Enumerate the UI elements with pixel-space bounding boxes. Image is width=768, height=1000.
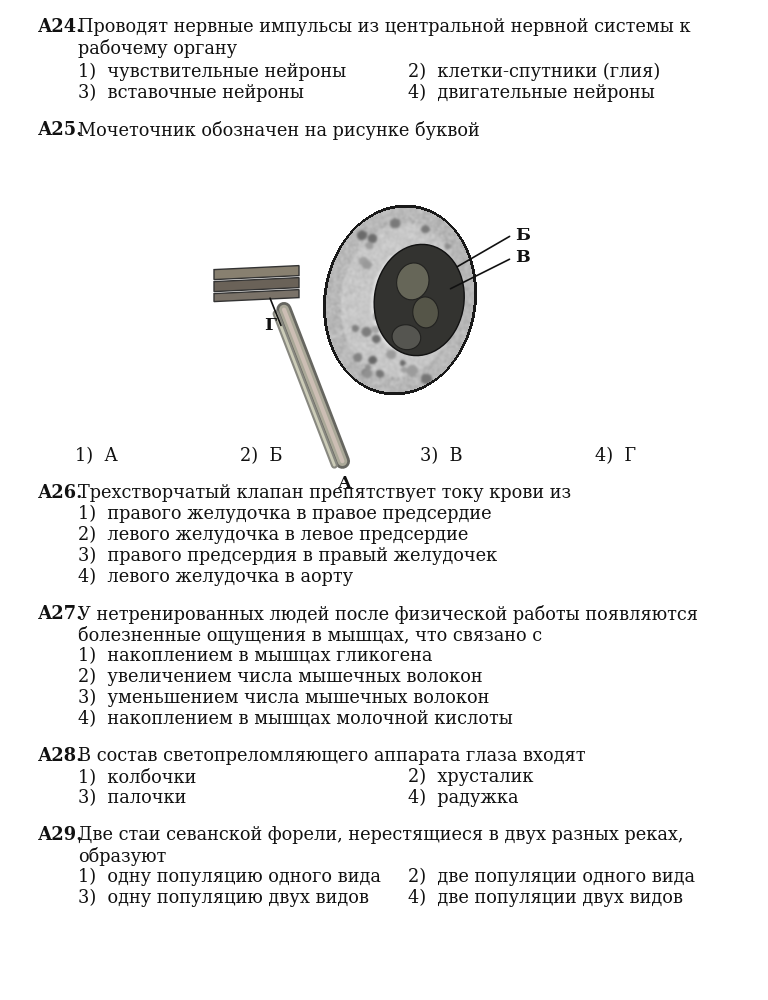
Text: 1)  колбочки: 1) колбочки (78, 768, 197, 786)
Text: 4)  накоплением в мышцах молочной кислоты: 4) накоплением в мышцах молочной кислоты (78, 710, 513, 728)
Text: В состав светопреломляющего аппарата глаза входят: В состав светопреломляющего аппарата гла… (78, 747, 585, 765)
Text: 1)  правого желудочка в правое предсердие: 1) правого желудочка в правое предсердие (78, 505, 492, 523)
Text: Г: Г (264, 318, 276, 334)
Text: образуют: образуют (78, 847, 166, 866)
Text: А26.: А26. (38, 484, 84, 502)
Text: 3)  уменьшением числа мышечных волокон: 3) уменьшением числа мышечных волокон (78, 689, 489, 707)
Text: 2)  увеличением числа мышечных волокон: 2) увеличением числа мышечных волокон (78, 668, 482, 686)
Polygon shape (214, 290, 299, 302)
Text: 3)  правого предсердия в правый желудочек: 3) правого предсердия в правый желудочек (78, 547, 497, 565)
Text: 1)  накоплением в мышцах гликогена: 1) накоплением в мышцах гликогена (78, 647, 432, 665)
Text: А24.: А24. (38, 18, 84, 36)
Text: А: А (337, 475, 352, 492)
Text: Проводят нервные импульсы из центральной нервной системы к: Проводят нервные импульсы из центральной… (78, 18, 690, 36)
Text: 2)  Б: 2) Б (240, 447, 283, 465)
Text: 4)  Г: 4) Г (595, 447, 636, 465)
Polygon shape (214, 266, 299, 280)
Text: В: В (515, 249, 530, 266)
Text: 3)  В: 3) В (420, 447, 462, 465)
Ellipse shape (396, 263, 429, 300)
Text: 2)  хрусталик: 2) хрусталик (408, 768, 534, 786)
Text: А25.: А25. (38, 121, 84, 139)
Text: 4)  радужка: 4) радужка (408, 789, 518, 807)
Ellipse shape (412, 297, 439, 328)
Text: 3)  одну популяцию двух видов: 3) одну популяцию двух видов (78, 889, 369, 907)
Text: 4)  две популяции двух видов: 4) две популяции двух видов (408, 889, 683, 907)
Text: Две стаи севанской форели, нерестящиеся в двух разных реках,: Две стаи севанской форели, нерестящиеся … (78, 826, 684, 844)
Text: 4)  двигательные нейроны: 4) двигательные нейроны (408, 84, 655, 102)
Polygon shape (214, 278, 299, 292)
Text: Трехстворчатый клапан препятствует току крови из: Трехстворчатый клапан препятствует току … (78, 484, 571, 502)
Text: 3)  вставочные нейроны: 3) вставочные нейроны (78, 84, 304, 102)
Text: рабочему органу: рабочему органу (78, 39, 237, 58)
Text: А29.: А29. (38, 826, 84, 844)
Text: Б: Б (515, 227, 530, 243)
Ellipse shape (374, 244, 464, 356)
Text: У нетренированных людей после физической работы появляются: У нетренированных людей после физической… (78, 605, 698, 624)
Text: болезненные ощущения в мышцах, что связано с: болезненные ощущения в мышцах, что связа… (78, 626, 542, 645)
Text: Мочеточник обозначен на рисунке буквой: Мочеточник обозначен на рисунке буквой (78, 121, 480, 140)
Text: А28.: А28. (38, 747, 84, 765)
Text: 3)  палочки: 3) палочки (78, 789, 187, 807)
Text: 2)  две популяции одного вида: 2) две популяции одного вида (408, 868, 695, 886)
Text: 2)  левого желудочка в левое предсердие: 2) левого желудочка в левое предсердие (78, 526, 468, 544)
Text: 1)  одну популяцию одного вида: 1) одну популяцию одного вида (78, 868, 381, 886)
Text: А27.: А27. (38, 605, 84, 623)
Text: 4)  левого желудочка в аорту: 4) левого желудочка в аорту (78, 568, 353, 586)
Text: 1)  А: 1) А (75, 447, 118, 465)
Ellipse shape (392, 325, 421, 350)
Text: 2)  клетки-спутники (глия): 2) клетки-спутники (глия) (408, 63, 660, 81)
Text: 1)  чувствительные нейроны: 1) чувствительные нейроны (78, 63, 346, 81)
